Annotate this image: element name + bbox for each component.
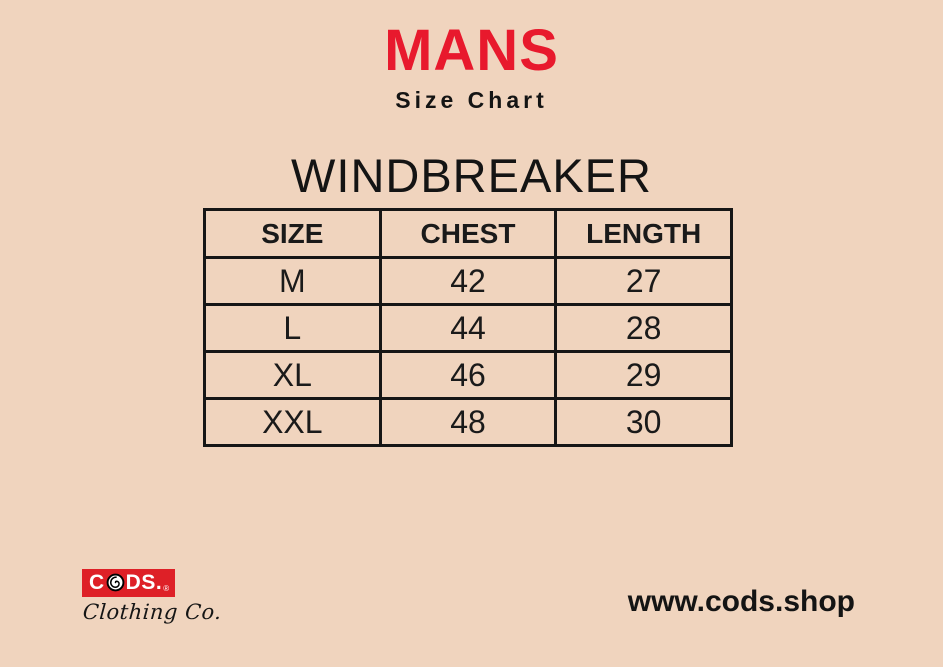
table-row: XL 46 29	[203, 350, 733, 400]
length-cell: 28	[554, 303, 733, 353]
column-header-chest: CHEST	[378, 208, 558, 259]
column-header-length: LENGTH	[554, 208, 733, 259]
chest-cell: 48	[378, 397, 558, 447]
spiral-o-icon	[106, 573, 125, 592]
size-cell: M	[203, 256, 382, 306]
size-table: SIZE CHEST LENGTH M 42 27 L 44 28 XL 46 …	[203, 208, 733, 447]
page-header: MANS Size Chart	[0, 22, 943, 114]
product-title: WINDBREAKER	[291, 149, 652, 202]
table-row: L 44 28	[203, 303, 733, 353]
logo-text-suffix: DS.	[125, 571, 163, 594]
page-subtitle: Size Chart	[395, 87, 548, 113]
logo-tagline: Clothing Co.	[82, 600, 223, 624]
size-cell: XL	[203, 350, 382, 400]
cods-logo-box: C DS. ®	[82, 569, 176, 597]
table-row: M 42 27	[203, 256, 733, 306]
cods-logo: C DS. ® Clothing Co.	[82, 569, 223, 624]
chest-cell: 46	[378, 350, 558, 400]
size-cell: L	[203, 303, 382, 353]
table-row: XXL 48 30	[203, 397, 733, 447]
logo-text-prefix: C	[89, 571, 105, 594]
length-cell: 29	[554, 350, 733, 400]
chest-cell: 44	[378, 303, 558, 353]
column-header-size: SIZE	[203, 208, 382, 259]
website-url: www.cods.shop	[627, 585, 855, 618]
length-cell: 30	[554, 397, 733, 447]
length-cell: 27	[554, 256, 733, 306]
table-header-row: SIZE CHEST LENGTH	[203, 208, 733, 259]
chest-cell: 42	[378, 256, 558, 306]
size-cell: XXL	[203, 397, 382, 447]
brand-title: MANS	[384, 18, 559, 83]
registered-trademark-icon: ®	[163, 584, 170, 593]
